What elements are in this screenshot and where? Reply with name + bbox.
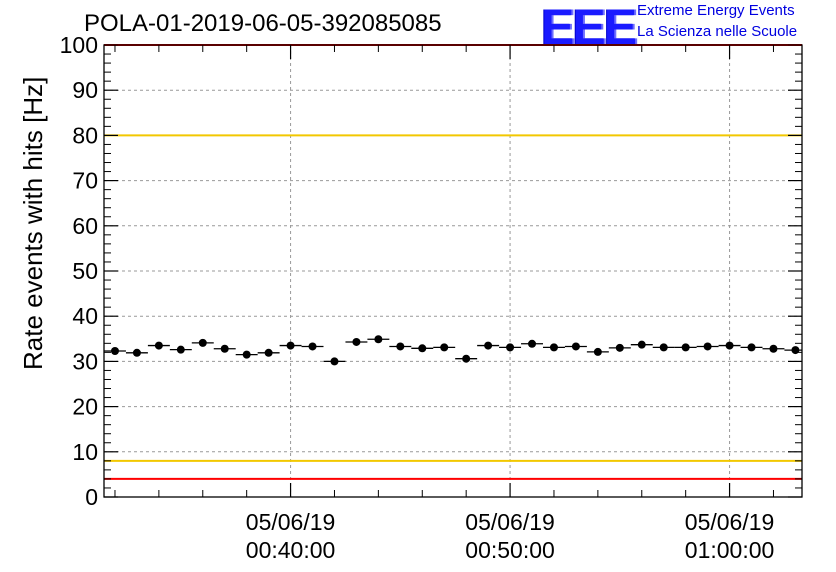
reference-lines [104,44,802,480]
data-point [747,343,756,352]
x-tick-time-label: 00:50:00 [465,537,555,563]
y-tick-label: 60 [72,213,98,239]
data-point [286,341,295,350]
x-tick-date-label: 05/06/19 [246,509,336,535]
y-tick-label: 30 [72,348,98,374]
data-point [506,343,515,352]
data-point [330,357,339,366]
data-point [440,343,449,352]
data-point [308,342,317,351]
x-tick-time-label: 01:00:00 [685,537,775,563]
data-point [418,344,427,353]
data-point [176,345,185,354]
data-points [104,335,802,366]
data-point [703,342,712,351]
x-tick-date-label: 05/06/19 [465,509,555,535]
data-point [242,350,251,359]
data-point [791,346,800,355]
data-point [637,340,646,349]
chart-title: POLA-01-2019-06-05-392085085 [84,10,442,37]
x-tick-date-label: 05/06/19 [685,509,775,535]
data-point [725,341,734,350]
grid [104,45,802,497]
x-tick-time-label: 00:40:00 [246,537,336,563]
data-point [681,343,690,352]
y-tick-label: 50 [72,258,98,284]
y-tick-label: 90 [72,77,98,103]
data-point [264,348,273,357]
data-point [571,342,580,351]
y-tick-label: 20 [72,394,98,420]
data-point [659,343,668,352]
y-tick-label: 80 [72,122,98,148]
data-point [462,354,471,363]
y-tick-label: 40 [72,303,98,329]
data-point [220,344,229,353]
data-point [132,348,141,357]
data-point [484,341,493,350]
data-point [198,338,207,347]
y-tick-label: 100 [60,32,98,58]
data-point [528,339,537,348]
y-tick-label: 10 [72,439,98,465]
data-point [154,341,163,350]
axis-ticks [104,44,802,498]
logo-line-2: La Scienza nelle Scuole [637,23,798,40]
y-tick-label: 0 [85,484,98,510]
data-point [396,342,405,351]
logo-line-1: Extreme Energy Events [637,2,795,19]
y-tick-label: 70 [72,168,98,194]
data-point [110,347,119,356]
data-point [593,347,602,356]
data-point [615,343,624,352]
data-point [374,335,383,344]
data-point [769,344,778,353]
data-point [352,337,361,346]
data-point [549,343,558,352]
tick-labels: 010203040506070809010005/06/1900:40:0005… [60,32,775,563]
